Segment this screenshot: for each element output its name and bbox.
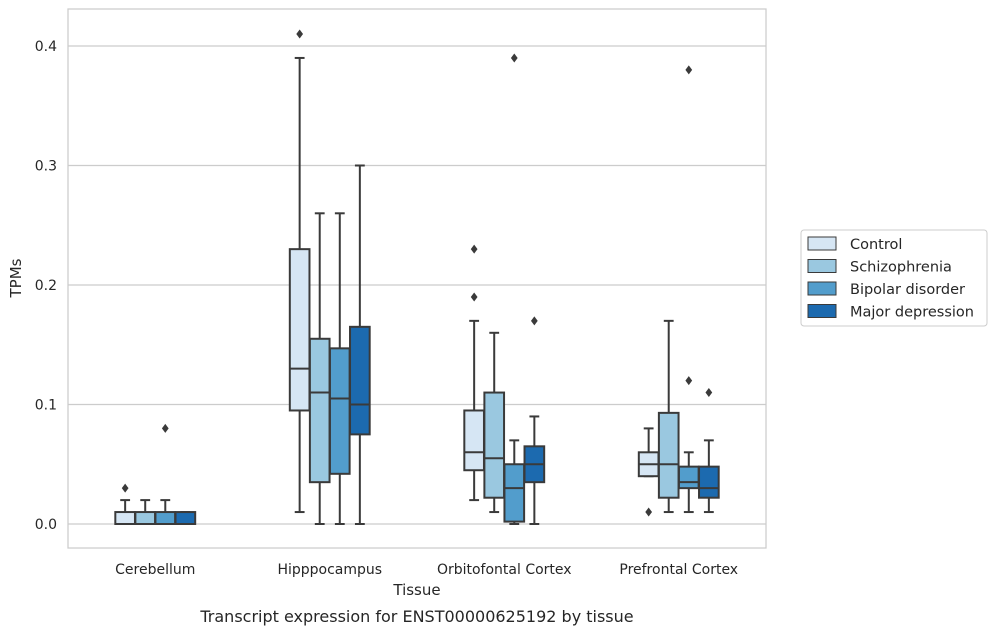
box-bipolar-disorder xyxy=(503,439,526,525)
outlier-marker xyxy=(645,507,653,517)
box-control xyxy=(288,56,311,514)
y-tick-label: 0.3 xyxy=(35,159,57,175)
legend-label: Control xyxy=(850,237,902,253)
outlier-marker xyxy=(161,423,169,433)
y-axis-title: TPMs xyxy=(7,258,25,298)
box-bipolar-disorder xyxy=(328,212,351,525)
outlier-marker xyxy=(296,29,304,39)
iqr-box xyxy=(308,337,331,484)
legend-swatch xyxy=(807,281,837,296)
box-schizophrenia xyxy=(483,331,506,514)
iqr-box xyxy=(288,248,311,412)
iqr-box xyxy=(349,325,371,436)
legend-swatch xyxy=(807,236,837,251)
outlier-marker xyxy=(510,53,518,63)
legend-frame xyxy=(800,229,988,327)
iqr-box xyxy=(677,465,700,490)
legend-label: Major depression xyxy=(850,305,974,321)
box-major-depression xyxy=(698,439,720,514)
box-major-depression xyxy=(174,511,197,525)
outlier-marker xyxy=(685,65,693,75)
iqr-box xyxy=(154,511,177,525)
outlier-marker xyxy=(470,244,478,254)
iqr-box xyxy=(174,511,197,525)
y-tick-label: 0.1 xyxy=(35,398,57,414)
outlier-marker xyxy=(121,483,129,493)
iqr-box xyxy=(698,465,720,499)
y-tick-label: 0.0 xyxy=(35,517,57,533)
x-tick-label: Prefrontal Cortex xyxy=(619,562,738,578)
iqr-box xyxy=(463,409,485,472)
iqr-box xyxy=(134,511,157,525)
box-major-depression xyxy=(523,415,546,525)
outlier-marker xyxy=(705,388,713,398)
box-control xyxy=(463,319,485,502)
x-tick-label: Cerebellum xyxy=(115,562,195,578)
iqr-box xyxy=(114,511,136,525)
box-series xyxy=(114,56,720,525)
x-tick-label: Hipppocampus xyxy=(277,562,382,578)
y-tick-label: 0.2 xyxy=(35,278,57,294)
box-major-depression xyxy=(349,164,371,525)
x-axis-ticks: Cerebellum Hipppocampus Orbitofontal Corte… xyxy=(115,562,738,578)
iqr-box xyxy=(503,463,526,523)
legend-swatch xyxy=(807,259,837,273)
box-schizophrenia xyxy=(308,212,331,525)
legend: Control Schizophrenia Bipolar disorder Majo… xyxy=(800,229,988,327)
outlier-marker xyxy=(470,292,478,302)
x-tick-label: Orbitofontal Cortex xyxy=(437,562,572,578)
iqr-box xyxy=(483,391,506,499)
legend-label: Schizophrenia xyxy=(850,260,952,276)
y-axis-ticks: 0.0 0.1 0.2 0.3 0.4 xyxy=(35,39,57,533)
outlier-marker xyxy=(530,316,538,326)
iqr-box xyxy=(328,347,351,475)
box-schizophrenia xyxy=(134,499,157,525)
iqr-box xyxy=(657,411,680,499)
x-axis-title: Tissue xyxy=(392,581,440,599)
legend-swatch xyxy=(807,304,837,318)
legend-label: Bipolar disorder xyxy=(850,282,965,298)
box-control xyxy=(637,427,660,478)
outlier-points xyxy=(121,29,713,517)
outlier-marker xyxy=(685,376,693,386)
y-tick-label: 0.4 xyxy=(35,39,57,55)
box-schizophrenia xyxy=(657,319,680,514)
chart-caption: Transcript expression for ENST0000062519… xyxy=(199,607,633,626)
